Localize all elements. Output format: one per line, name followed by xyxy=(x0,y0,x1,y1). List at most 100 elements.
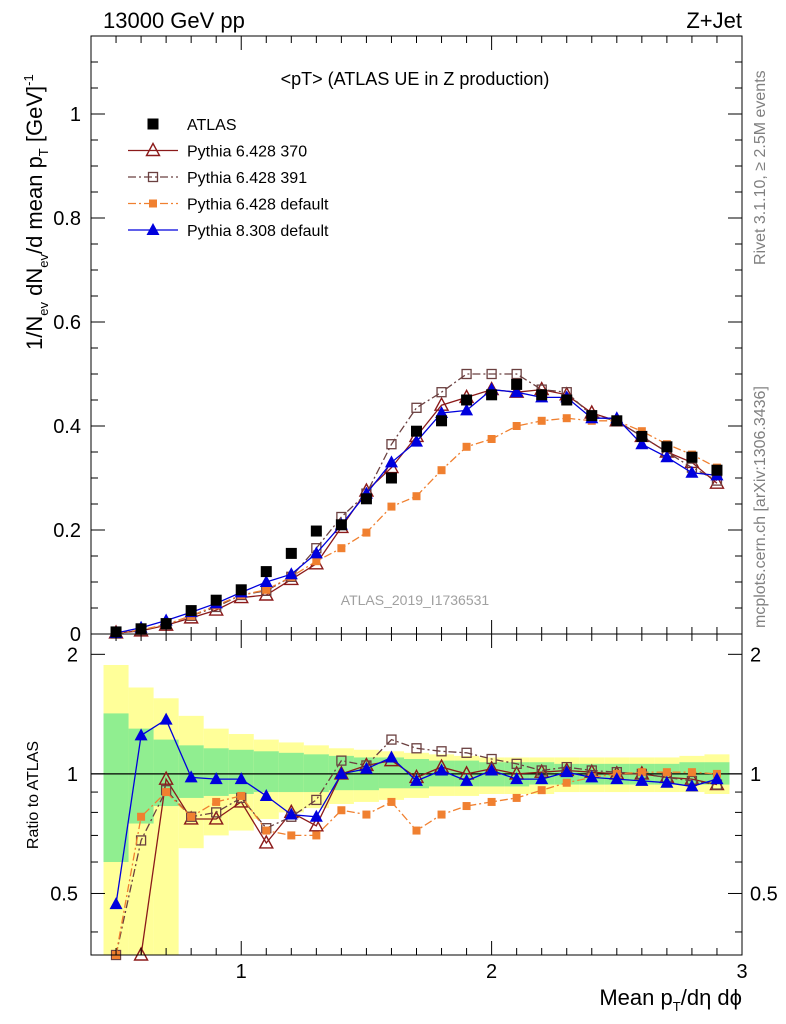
ratio-point-pythia-8-308-default xyxy=(359,761,373,774)
legend-label-pythia-6-428-391: Pythia 6.428 391 xyxy=(187,170,307,187)
ratio-point-pythia-8-308-default xyxy=(410,773,423,786)
ratio-point-pythia-6-428-default xyxy=(237,791,246,800)
ratio-y-tick-label: 1 xyxy=(67,764,78,786)
legend-marker-pythia-6-428-391 xyxy=(147,171,159,183)
main-point-pythia-8-308-default xyxy=(435,406,449,418)
ratio-point-pythia-6-428-391 xyxy=(386,734,397,745)
main-point-atlas xyxy=(636,430,648,442)
main-point-pythia-8-308-default xyxy=(510,385,524,398)
ratio-point-pythia-8-308-default xyxy=(685,779,699,792)
legend-marker-pythia-6-428-370 xyxy=(145,142,161,157)
main-axis-ticks: 0 0.2 0.4 0.6 0.8 1 xyxy=(53,35,742,646)
main-y-tick-label: 0 xyxy=(70,624,81,646)
main-point-pythia-8-308-default xyxy=(384,455,398,468)
ratio-point-pythia-6-428-default xyxy=(187,812,196,821)
ratio-point-pythia-6-428-default xyxy=(687,768,696,777)
main-point-pythia-6-428-default xyxy=(337,544,346,553)
ratio-data-layer xyxy=(91,664,742,961)
ratio-point-pythia-6-428-default xyxy=(312,831,321,840)
legend-label-atlas: ATLAS xyxy=(187,117,237,134)
ratio-point-pythia-8-308-default xyxy=(435,763,449,776)
ratio-point-pythia-6-428-default xyxy=(487,797,496,806)
ratio-axis-ticks: 1 2 3 0.5 0.5 1 1 2 2 xyxy=(50,634,778,983)
legend-label-pythia-6-428-default: Pythia 6.428 default xyxy=(187,197,329,214)
main-point-atlas xyxy=(285,547,297,559)
x-tick-label: 2 xyxy=(486,961,497,983)
analysis-watermark: ATLAS_2019_I1736531 xyxy=(341,592,490,608)
ratio-point-pythia-6-428-370 xyxy=(133,946,149,961)
ratio-point-pythia-6-428-391 xyxy=(186,811,197,822)
ratio-point-pythia-6-428-370 xyxy=(258,834,274,849)
main-point-pythia-6-428-default xyxy=(262,585,271,594)
main-point-pythia-6-428-default xyxy=(562,414,571,423)
main-point-pythia-6-428-default xyxy=(512,422,521,430)
ratio-point-pythia-6-428-default xyxy=(437,810,446,819)
main-point-pythia-8-308-default xyxy=(635,437,649,450)
main-point-atlas xyxy=(436,415,448,427)
main-point-pythia-6-428-391 xyxy=(436,387,447,398)
main-point-pythia-8-308-default xyxy=(309,546,323,559)
ratio-point-pythia-6-428-391 xyxy=(511,758,522,769)
ratio-band-green xyxy=(128,728,154,824)
ratio-y-tick-label-right: 1 xyxy=(750,764,761,786)
rivet-side-label: Rivet 3.1.10, ≥ 2.5M events xyxy=(752,70,769,265)
ratio-band-green xyxy=(103,713,129,863)
ratio-point-pythia-6-428-default xyxy=(662,768,671,777)
legend: ATLAS Pythia 6.428 370 Pythia 6.428 391 Pyt… xyxy=(128,117,329,240)
ratio-point-pythia-8-308-default xyxy=(259,788,273,801)
x-tick-label: 3 xyxy=(736,961,747,983)
main-point-pythia-6-428-391 xyxy=(386,439,397,450)
main-point-atlas xyxy=(611,415,623,427)
ratio-point-pythia-6-428-391 xyxy=(436,746,447,757)
ratio-point-pythia-6-428-default xyxy=(537,786,546,795)
ratio-point-pythia-6-428-default xyxy=(562,778,571,787)
main-point-atlas xyxy=(335,519,347,531)
main-point-pythia-8-308-default xyxy=(460,403,474,416)
ratio-point-pythia-6-428-370 xyxy=(308,817,325,832)
ratio-band-green xyxy=(203,748,229,796)
ratio-point-pythia-8-308-default xyxy=(535,772,549,785)
main-y-axis-label: 1/Nev dNev/d mean pT [GeV]-1 xyxy=(21,74,51,350)
ratio-point-pythia-6-428-default xyxy=(362,810,371,819)
ratio-point-pythia-8-308-default xyxy=(384,750,398,763)
ratio-band-green xyxy=(278,752,304,793)
ratio-point-pythia-8-308-default xyxy=(560,765,574,778)
main-point-atlas xyxy=(411,425,422,437)
ratio-point-pythia-8-308-default xyxy=(510,772,524,785)
legend-label-pythia-8-308-default: Pythia 8.308 default xyxy=(187,223,329,240)
ratio-point-pythia-6-428-370 xyxy=(158,770,174,785)
ratio-point-pythia-6-428-391 xyxy=(461,747,472,758)
legend-marker-atlas xyxy=(147,118,159,130)
main-point-atlas xyxy=(686,451,698,463)
ratio-point-pythia-6-428-default xyxy=(287,831,296,840)
main-point-pythia-8-308-default xyxy=(660,450,674,463)
main-point-atlas xyxy=(235,584,247,596)
ratio-y-tick-label-right: 0.5 xyxy=(750,883,778,905)
mcplots-side-label: mcplots.cern.ch [arXiv:1306.3436] xyxy=(752,386,769,628)
ratio-point-pythia-6-428-default xyxy=(387,797,396,806)
ratio-point-pythia-6-428-default xyxy=(337,806,346,815)
ratio-point-pythia-8-308-default xyxy=(485,763,499,776)
main-point-pythia-8-308-default xyxy=(410,434,423,447)
ratio-point-pythia-6-428-default xyxy=(637,768,646,777)
ratio-point-pythia-6-428-default xyxy=(512,793,521,802)
header-left-label: 13000 GeV pp xyxy=(103,8,245,33)
ratio-point-pythia-8-308-default xyxy=(159,712,173,725)
main-point-pythia-6-428-default xyxy=(437,466,446,475)
ratio-point-pythia-6-428-default xyxy=(412,826,421,835)
ratio-point-pythia-8-308-default xyxy=(710,772,724,785)
ratio-point-pythia-6-428-391 xyxy=(411,743,422,754)
ratio-point-pythia-6-428-391 xyxy=(211,807,222,818)
main-point-atlas xyxy=(661,441,673,453)
main-y-tick-label: 0.2 xyxy=(53,520,81,542)
main-point-pythia-6-428-default xyxy=(362,528,371,537)
header-right-label: Z+Jet xyxy=(686,8,742,33)
main-plot-panel: 0 0.2 0.4 0.6 0.8 1 <pT> (ATLAS UE in Z produ… xyxy=(21,35,743,646)
main-point-atlas xyxy=(360,493,372,505)
main-point-atlas xyxy=(310,525,322,537)
main-y-tick-label: 0.8 xyxy=(53,208,81,230)
ratio-point-pythia-6-428-default xyxy=(262,826,271,835)
ratio-point-pythia-8-308-default xyxy=(209,772,223,785)
ratio-point-pythia-8-308-default xyxy=(284,807,298,820)
ratio-point-pythia-8-308-default xyxy=(234,772,248,785)
